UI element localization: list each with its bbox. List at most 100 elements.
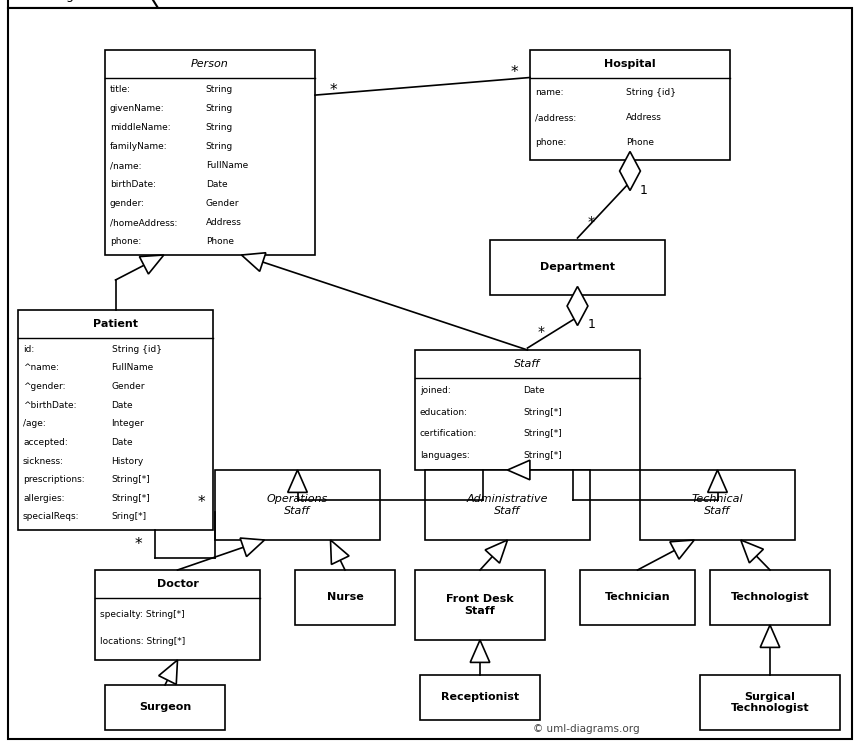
Bar <box>640 470 795 540</box>
Text: ^name:: ^name: <box>23 363 59 372</box>
Polygon shape <box>470 640 490 663</box>
Polygon shape <box>567 287 588 326</box>
Text: Date: Date <box>206 180 227 189</box>
Text: phone:: phone: <box>535 138 566 147</box>
Text: specialReqs:: specialReqs: <box>23 512 79 521</box>
Text: Gender: Gender <box>206 199 239 208</box>
Text: Date: Date <box>523 386 544 395</box>
Polygon shape <box>740 540 764 563</box>
Text: allergies:: allergies: <box>23 494 64 503</box>
Text: Technologist: Technologist <box>731 592 809 603</box>
Bar <box>18 310 213 530</box>
Text: String[*]: String[*] <box>523 450 562 459</box>
Text: Staff: Staff <box>514 359 541 369</box>
Text: name:: name: <box>535 88 563 97</box>
Text: Address: Address <box>206 218 242 227</box>
Bar <box>295 570 395 625</box>
Text: locations: String[*]: locations: String[*] <box>100 636 185 645</box>
Bar <box>105 685 225 730</box>
Polygon shape <box>242 252 266 271</box>
Text: title:: title: <box>110 85 131 94</box>
Text: Surgeon: Surgeon <box>138 702 191 713</box>
Polygon shape <box>619 152 641 190</box>
Text: ^gender:: ^gender: <box>23 382 65 391</box>
Text: joined:: joined: <box>420 386 451 395</box>
Text: middleName:: middleName: <box>110 123 170 132</box>
Text: String[*]: String[*] <box>523 408 562 417</box>
Bar <box>710 570 830 625</box>
Bar <box>415 570 545 640</box>
Text: String {id}: String {id} <box>626 88 676 97</box>
Text: Administrative
Staff: Administrative Staff <box>467 495 549 515</box>
Text: familyName:: familyName: <box>110 142 168 151</box>
Polygon shape <box>507 460 530 480</box>
Text: Person: Person <box>191 59 229 69</box>
Text: *: * <box>587 215 594 229</box>
Text: Nurse: Nurse <box>327 592 364 603</box>
Polygon shape <box>139 255 163 274</box>
Text: String: String <box>206 142 233 151</box>
Text: Doctor: Doctor <box>157 579 199 589</box>
Polygon shape <box>159 660 177 684</box>
Polygon shape <box>288 470 307 492</box>
Text: /address:: /address: <box>535 114 576 123</box>
Text: /name:: /name: <box>110 161 142 170</box>
Text: 1: 1 <box>587 318 595 332</box>
Text: String: String <box>206 123 233 132</box>
Text: class Organization: class Organization <box>16 0 132 2</box>
Text: /age:: /age: <box>23 419 46 428</box>
Bar <box>95 570 260 660</box>
Text: Patient: Patient <box>93 319 138 329</box>
Text: 1: 1 <box>640 184 648 196</box>
Text: gender:: gender: <box>110 199 145 208</box>
Text: *: * <box>135 538 142 553</box>
Bar <box>700 675 840 730</box>
Text: String {id}: String {id} <box>112 344 162 353</box>
Text: phone:: phone: <box>110 238 141 247</box>
Polygon shape <box>8 0 158 8</box>
Polygon shape <box>670 540 694 560</box>
Text: Technician: Technician <box>605 592 670 603</box>
Polygon shape <box>708 470 728 492</box>
Text: prescriptions:: prescriptions: <box>23 475 84 484</box>
Text: Hospital: Hospital <box>605 59 656 69</box>
Text: Department: Department <box>540 262 615 273</box>
Polygon shape <box>240 538 265 557</box>
Text: Phone: Phone <box>626 138 654 147</box>
Text: Technical
Staff: Technical Staff <box>691 495 743 515</box>
Text: languages:: languages: <box>420 450 470 459</box>
Text: String[*]: String[*] <box>112 475 150 484</box>
Text: *: * <box>510 65 518 80</box>
Text: © uml-diagrams.org: © uml-diagrams.org <box>533 724 640 734</box>
Text: String: String <box>206 104 233 113</box>
Text: FullName: FullName <box>206 161 248 170</box>
Text: String: String <box>206 85 233 94</box>
Text: FullName: FullName <box>112 363 154 372</box>
Bar <box>420 675 540 720</box>
Text: Date: Date <box>112 438 133 447</box>
Text: Gender: Gender <box>112 382 145 391</box>
Bar <box>425 470 590 540</box>
Polygon shape <box>330 540 349 565</box>
Text: Integer: Integer <box>112 419 144 428</box>
Text: Operations
Staff: Operations Staff <box>267 495 329 515</box>
Text: accepted:: accepted: <box>23 438 68 447</box>
Text: Surgical
Technologist: Surgical Technologist <box>731 692 809 713</box>
Text: *: * <box>538 325 544 339</box>
Text: *: * <box>329 83 337 98</box>
Text: specialty: String[*]: specialty: String[*] <box>100 610 185 619</box>
Text: sickness:: sickness: <box>23 456 64 465</box>
Bar <box>580 570 695 625</box>
Bar <box>415 350 640 470</box>
Text: education:: education: <box>420 408 468 417</box>
Text: certification:: certification: <box>420 429 477 438</box>
Bar <box>105 50 315 255</box>
Text: Date: Date <box>112 400 133 409</box>
Bar <box>215 470 380 540</box>
Text: Sring[*]: Sring[*] <box>112 512 147 521</box>
Polygon shape <box>485 540 507 563</box>
Text: ^birthDate:: ^birthDate: <box>23 400 77 409</box>
Text: *: * <box>197 495 205 509</box>
Bar <box>530 50 730 160</box>
Text: id:: id: <box>23 344 34 353</box>
